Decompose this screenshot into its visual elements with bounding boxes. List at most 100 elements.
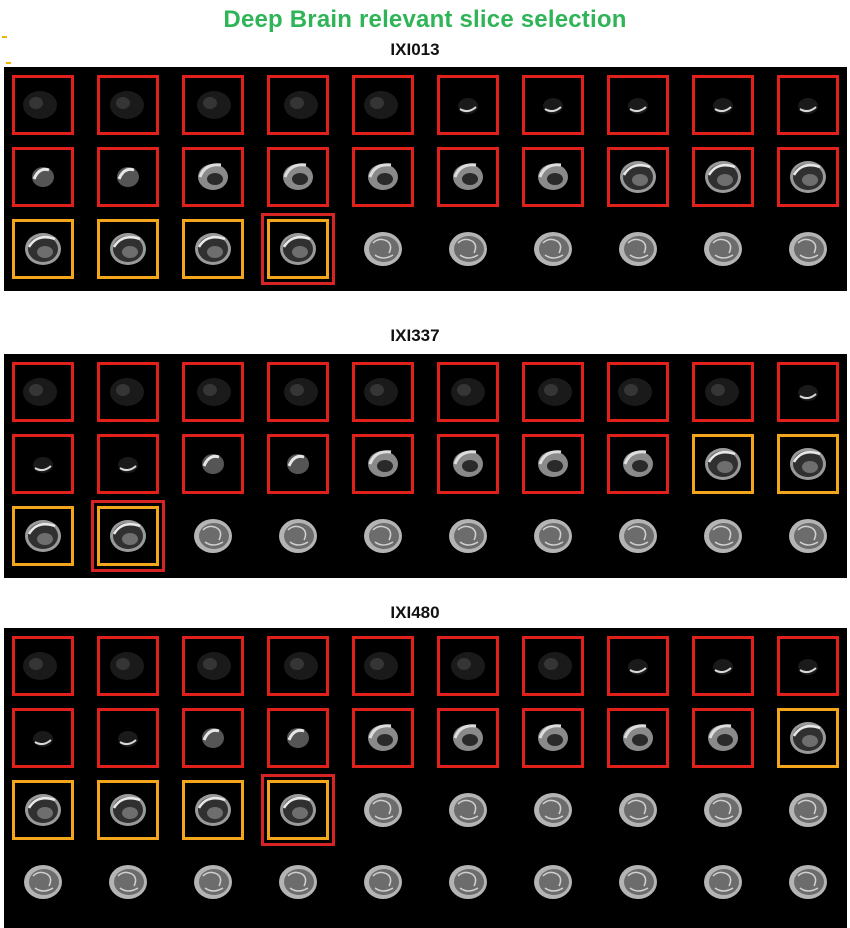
brain-slice-image — [790, 161, 826, 193]
brain-slice-image — [368, 724, 398, 751]
brain-slice-image — [25, 520, 61, 552]
brain-slice-image — [704, 793, 742, 827]
slice-thumbnail — [437, 219, 499, 279]
slice-thumbnail — [12, 75, 74, 135]
brain-slice-image — [110, 91, 144, 119]
brain-slice-image — [202, 728, 224, 748]
brain-slice-image — [538, 652, 572, 680]
slice-thumbnail — [182, 636, 244, 696]
slice-grid — [12, 362, 839, 572]
brain-slice-image — [453, 450, 483, 477]
slice-thumbnail — [692, 75, 754, 135]
slice-thumbnail — [607, 362, 669, 422]
slice-thumbnail — [777, 147, 839, 207]
slice-thumbnail — [777, 434, 839, 494]
slice-thumbnail — [352, 362, 414, 422]
slice-thumbnail — [97, 147, 159, 207]
slice-grid — [12, 636, 839, 912]
slice-thumbnail — [267, 434, 329, 494]
slice-thumbnail — [352, 75, 414, 135]
brain-slice-image — [534, 793, 572, 827]
yellow-tick-mark — [6, 62, 11, 64]
brain-slice-image — [364, 519, 402, 553]
slice-thumbnail — [437, 780, 499, 840]
brain-slice-image — [194, 865, 232, 899]
slice-thumbnail — [692, 636, 754, 696]
slice-thumbnail — [182, 362, 244, 422]
slice-thumbnail — [12, 852, 74, 912]
slice-thumbnail — [267, 75, 329, 135]
brain-slice-image — [619, 519, 657, 553]
brain-slice-image — [451, 378, 485, 406]
slice-thumbnail — [607, 780, 669, 840]
slice-thumbnail — [692, 852, 754, 912]
slice-thumbnail — [267, 636, 329, 696]
slice-thumbnail — [182, 75, 244, 135]
slice-thumbnail — [182, 147, 244, 207]
slice-thumbnail — [97, 434, 159, 494]
brain-slice-image — [280, 233, 316, 265]
brain-slice-image — [202, 454, 224, 474]
brain-slice-image — [32, 167, 54, 187]
brain-slice-image — [279, 519, 317, 553]
brain-slice-image — [364, 378, 398, 406]
brain-slice-image — [368, 163, 398, 190]
slice-thumbnail — [12, 506, 74, 566]
slice-thumbnail — [607, 147, 669, 207]
slice-thumbnail — [12, 780, 74, 840]
brain-slice-image — [364, 652, 398, 680]
slice-thumbnail — [777, 506, 839, 566]
brain-slice-image — [197, 91, 231, 119]
slice-thumbnail — [777, 708, 839, 768]
slice-thumbnail — [692, 780, 754, 840]
brain-slice-image — [118, 457, 138, 473]
slice-thumbnail — [12, 219, 74, 279]
slice-thumbnail — [692, 219, 754, 279]
brain-slice-image — [110, 378, 144, 406]
brain-slice-image — [364, 91, 398, 119]
slice-thumbnail — [267, 362, 329, 422]
brain-slice-image — [110, 652, 144, 680]
brain-slice-image — [449, 519, 487, 553]
slice-grid — [12, 75, 839, 285]
slice-thumbnail — [437, 75, 499, 135]
slice-thumbnail — [522, 147, 584, 207]
brain-slice-image — [789, 232, 827, 266]
slice-thumbnail — [777, 75, 839, 135]
brain-slice-image — [23, 91, 57, 119]
brain-slice-image — [284, 652, 318, 680]
slice-thumbnail — [777, 852, 839, 912]
slice-thumbnail — [352, 219, 414, 279]
brain-slice-image — [705, 448, 741, 480]
brain-slice-image — [23, 652, 57, 680]
slice-thumbnail — [522, 636, 584, 696]
slice-thumbnail — [267, 147, 329, 207]
brain-slice-image — [284, 378, 318, 406]
slice-thumbnail — [437, 852, 499, 912]
slice-thumbnail — [267, 708, 329, 768]
brain-slice-image — [704, 232, 742, 266]
brain-slice-image — [619, 793, 657, 827]
slice-thumbnail — [12, 147, 74, 207]
brain-slice-image — [798, 385, 818, 401]
brain-slice-image — [195, 794, 231, 826]
brain-slice-image — [538, 724, 568, 751]
brain-slice-image — [118, 731, 138, 747]
brain-slice-image — [789, 519, 827, 553]
brain-slice-image — [279, 865, 317, 899]
brain-slice-image — [713, 659, 733, 675]
slice-thumbnail — [607, 434, 669, 494]
brain-slice-image — [623, 724, 653, 751]
slice-thumbnail — [777, 219, 839, 279]
brain-slice-image — [458, 98, 478, 114]
slice-thumbnail — [437, 636, 499, 696]
slice-thumbnail — [692, 147, 754, 207]
brain-slice-image — [364, 793, 402, 827]
brain-slice-image — [110, 233, 146, 265]
brain-slice-image — [453, 163, 483, 190]
slice-thumbnail — [97, 636, 159, 696]
brain-slice-image — [284, 91, 318, 119]
selected-slice-box — [261, 213, 335, 285]
slice-thumbnail — [437, 362, 499, 422]
brain-slice-image — [194, 519, 232, 553]
